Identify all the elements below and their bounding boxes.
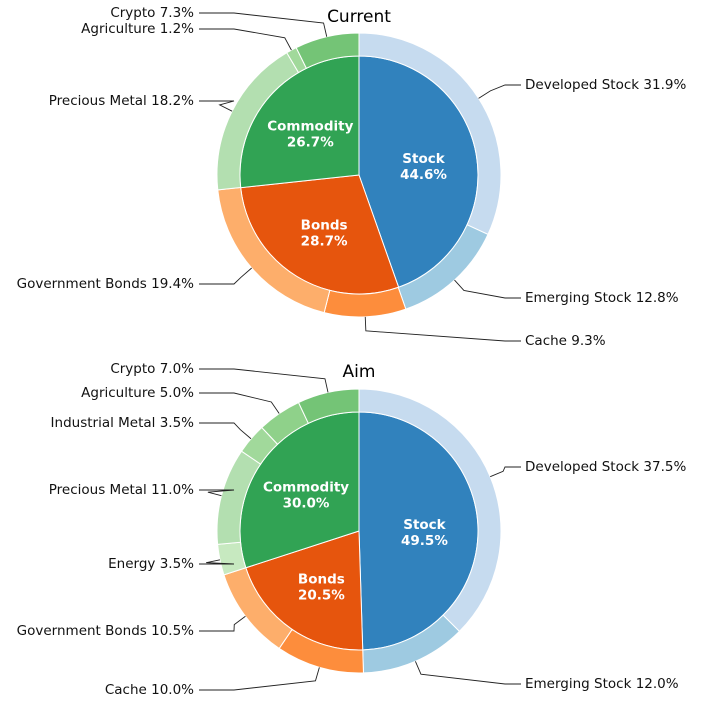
current-leader-line-precious-metal: [199, 100, 235, 112]
aim-outer-label-industrial-metal: Industrial Metal 3.5%: [51, 415, 195, 431]
current-pie-group: Stock 44.6% Bonds 28.7% Commodity 26.7% Develo…: [17, 5, 687, 349]
aim-leader-line-crypto: [199, 368, 329, 393]
aim-leader-line-agriculture: [199, 392, 280, 414]
aim-leader-line-cache: [199, 667, 320, 691]
aim-outer-label-developed-stock: Developed Stock 37.5%: [525, 459, 686, 475]
aim-inner-label-stock: Stock 49.5%: [401, 517, 448, 549]
aim-leader-line-energy: [199, 559, 235, 565]
aim-outer-label-agriculture: Agriculture 5.0%: [81, 385, 194, 401]
current-inner-label-bonds: Bonds 28.7%: [301, 217, 348, 249]
aim-pie-group: Stock 49.5% Bonds 20.5% Commodity 30.0% Develo…: [17, 361, 687, 698]
chart-title-aim: Aim: [343, 362, 376, 382]
current-outer-slice-crypto: [295, 32, 360, 69]
aim-leader-line-developed-stock: [490, 466, 521, 478]
current-leader-line-cache: [364, 316, 521, 342]
aim-outer-label-emerging-stock: Emerging Stock 12.0%: [525, 676, 679, 692]
current-outer-label-crypto: Crypto 7.3%: [110, 5, 194, 21]
aim-outer-label-energy: Energy 3.5%: [108, 556, 194, 572]
current-leader-line-emerging-stock: [454, 279, 521, 299]
aim-leader-line-industrial-metal: [199, 422, 252, 440]
aim-outer-label-government-bonds: Government Bonds 10.5%: [17, 623, 195, 639]
aim-inner-label-bonds: Bonds 20.5%: [298, 572, 345, 604]
current-leader-line-developed-stock: [478, 84, 521, 99]
current-leader-line-crypto: [199, 12, 328, 37]
aim-outer-label-cache: Cache 10.0%: [105, 682, 194, 698]
current-outer-label-precious-metal: Precious Metal 18.2%: [49, 93, 194, 109]
aim-leader-line-government-bonds: [199, 615, 246, 632]
current-leader-line-agriculture: [199, 28, 292, 51]
current-leader-line-government-bonds: [199, 267, 252, 285]
chart-title-current: Current: [327, 7, 391, 27]
aim-leader-line-emerging-stock: [414, 661, 521, 685]
aim-outer-slice-crypto: [297, 388, 360, 424]
current-outer-label-government-bonds: Government Bonds 19.4%: [17, 276, 195, 292]
aim-leader-line-precious-metal: [199, 489, 235, 497]
current-inner-label-stock: Stock 44.6%: [400, 151, 447, 183]
current-outer-label-emerging-stock: Emerging Stock 12.8%: [525, 290, 679, 306]
current-outer-label-cache: Cache 9.3%: [525, 333, 606, 349]
current-outer-label-agriculture: Agriculture 1.2%: [81, 21, 194, 37]
current-inner-label-commodity: Commodity 26.7%: [267, 118, 353, 150]
aim-inner-label-commodity: Commodity 30.0%: [263, 480, 349, 512]
aim-outer-label-crypto: Crypto 7.0%: [110, 361, 194, 377]
aim-outer-label-precious-metal: Precious Metal 11.0%: [49, 482, 194, 498]
current-outer-label-developed-stock: Developed Stock 31.9%: [525, 77, 686, 93]
